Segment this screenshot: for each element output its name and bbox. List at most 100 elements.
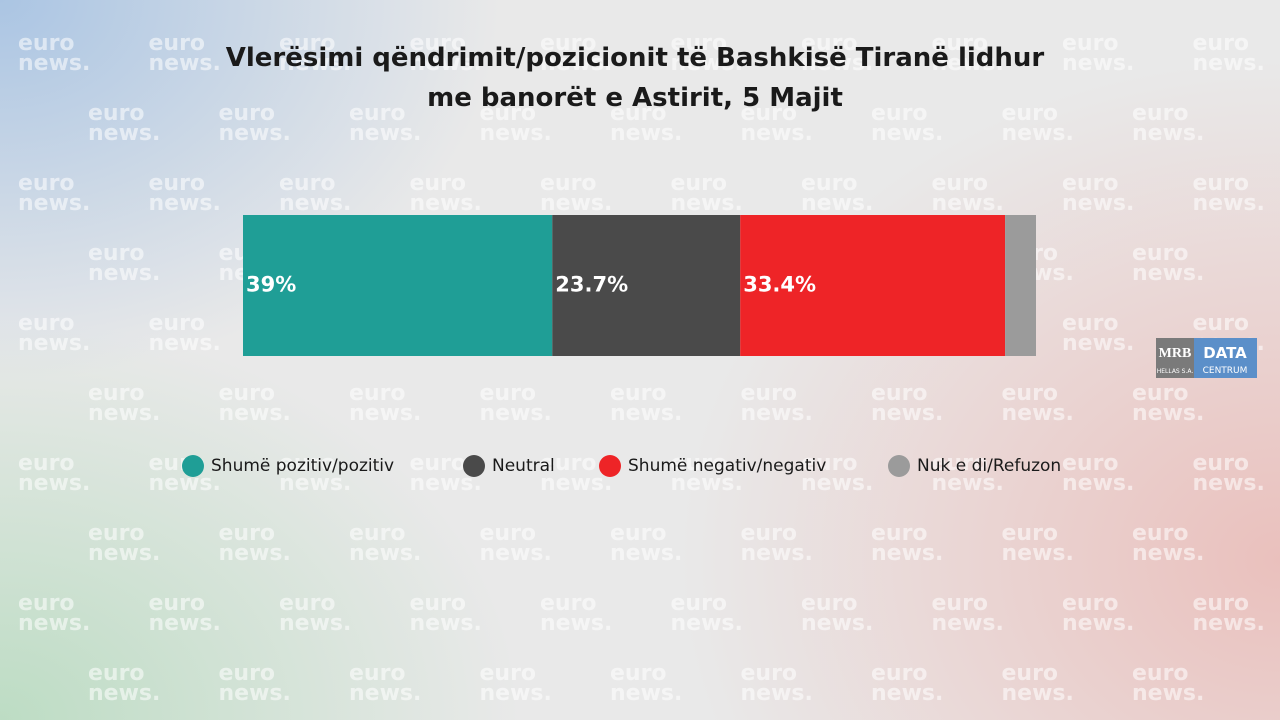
watermark-text: news. xyxy=(279,611,351,636)
watermark-text: euro xyxy=(801,171,858,196)
watermark-text: euro xyxy=(610,661,667,686)
legend-label: Neutral xyxy=(492,456,555,476)
watermark-text: news. xyxy=(410,51,482,76)
watermark-text: euro xyxy=(349,381,406,406)
watermark-text: news. xyxy=(801,51,873,76)
watermark-text: euro xyxy=(1132,521,1189,546)
watermark-text: news. xyxy=(932,611,1004,636)
logo-left-box xyxy=(1156,338,1194,378)
watermark-text: news. xyxy=(671,611,743,636)
watermark-text: news. xyxy=(871,541,943,566)
chart-title: Vlerësimi qëndrimit/pozicionit të Bashki… xyxy=(225,43,1045,113)
watermark-text: euro xyxy=(540,171,597,196)
watermark-text: euro xyxy=(18,171,75,196)
watermark-text: euro xyxy=(410,451,467,476)
bar-segment xyxy=(1005,215,1036,356)
watermark-text: euro xyxy=(18,451,75,476)
watermark-text: euro xyxy=(741,521,798,546)
watermark-text: euro xyxy=(149,311,206,336)
watermark-text: euro xyxy=(410,171,467,196)
watermark-text: euro xyxy=(1132,101,1189,126)
watermark-text: news. xyxy=(349,541,421,566)
watermark-text: news. xyxy=(18,51,90,76)
bar-segment xyxy=(243,215,553,356)
watermark-text: news. xyxy=(88,401,160,426)
watermark-text: news. xyxy=(349,401,421,426)
watermark-text: news. xyxy=(1062,51,1134,76)
watermark-text: news. xyxy=(932,471,1004,496)
watermark-text: euro xyxy=(410,31,467,56)
value-label: 33.4% xyxy=(743,273,816,297)
logo-text: DATA xyxy=(1203,344,1247,362)
watermark-text: news. xyxy=(480,681,552,706)
watermark-text: euro xyxy=(1002,101,1059,126)
watermark-text: news. xyxy=(1062,331,1134,356)
watermark-text: euro xyxy=(871,381,928,406)
watermark-text: news. xyxy=(932,191,1004,216)
watermark-text: euro xyxy=(1132,661,1189,686)
value-label: 39% xyxy=(246,273,296,297)
watermark-text: news. xyxy=(610,541,682,566)
watermark-text: news. xyxy=(480,401,552,426)
watermark-text: euro xyxy=(1062,311,1119,336)
watermark-text: euro xyxy=(540,31,597,56)
watermark-text: news. xyxy=(410,191,482,216)
watermark-text: news. xyxy=(1002,401,1074,426)
watermark-text: euro xyxy=(540,451,597,476)
watermark-text: euro xyxy=(88,521,145,546)
watermark-text: news. xyxy=(801,471,873,496)
watermark-text: euro xyxy=(801,451,858,476)
watermark-text: euro xyxy=(410,591,467,616)
watermark-text: news. xyxy=(540,51,612,76)
watermark-text: euro xyxy=(1193,311,1250,336)
watermark-text: news. xyxy=(1132,261,1204,286)
watermark-text: news. xyxy=(741,541,813,566)
watermark-text: news. xyxy=(610,681,682,706)
watermark-text: euro xyxy=(671,591,728,616)
watermark-text: news. xyxy=(149,51,221,76)
watermark-text: news. xyxy=(480,541,552,566)
watermark-text: news. xyxy=(18,331,90,356)
legend-label: Nuk e di/Refuzon xyxy=(917,456,1061,476)
watermark-text: euro xyxy=(741,381,798,406)
watermark-text: euro xyxy=(871,521,928,546)
watermark-text: euro xyxy=(1002,381,1059,406)
watermark-text: euro xyxy=(88,381,145,406)
watermark-text: news. xyxy=(1193,611,1265,636)
watermark-text: news. xyxy=(871,681,943,706)
watermark-text: euro xyxy=(1193,171,1250,196)
logo-text: HELLAS S.A. xyxy=(1157,368,1194,375)
watermark-text: news. xyxy=(540,611,612,636)
watermark-text: news. xyxy=(219,681,291,706)
watermark-text: news. xyxy=(88,261,160,286)
watermark-text: euro xyxy=(1193,451,1250,476)
watermark-text: news. xyxy=(279,191,351,216)
watermark-text: news. xyxy=(540,191,612,216)
bar-segment xyxy=(740,215,1006,356)
watermark-text: euro xyxy=(480,521,537,546)
watermark-text: news. xyxy=(871,401,943,426)
watermark-text: euro xyxy=(480,381,537,406)
watermark-text: news. xyxy=(410,611,482,636)
watermark-text: news. xyxy=(18,191,90,216)
watermark-text: euro xyxy=(671,451,728,476)
watermark-text: news. xyxy=(279,51,351,76)
watermark-text: news. xyxy=(149,191,221,216)
logo: MRB HELLAS S.A. DATA CENTRUM xyxy=(1156,338,1257,378)
watermark-text: euro xyxy=(279,451,336,476)
watermark-text: news. xyxy=(610,401,682,426)
legend-swatch xyxy=(599,455,621,477)
watermark-text: news. xyxy=(801,611,873,636)
watermark-text: euro xyxy=(871,101,928,126)
watermark-text: euro xyxy=(932,31,989,56)
watermark-text: news. xyxy=(1132,121,1204,146)
watermark-text: news. xyxy=(88,121,160,146)
watermark-text: news. xyxy=(871,121,943,146)
watermark-text: euro xyxy=(480,101,537,126)
watermark-text: news. xyxy=(349,681,421,706)
watermark-text: news. xyxy=(610,121,682,146)
watermark-text: news. xyxy=(741,681,813,706)
watermark-text: euro xyxy=(279,591,336,616)
watermark-text: euro xyxy=(1062,171,1119,196)
